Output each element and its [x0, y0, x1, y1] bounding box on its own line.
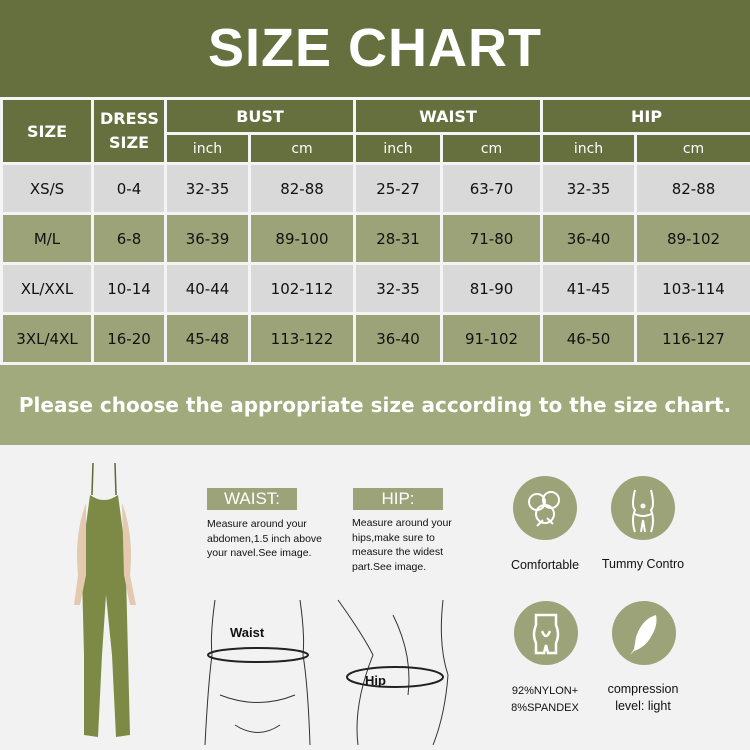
- header-hip: HIP: [540, 97, 750, 135]
- table-cell: 82-88: [248, 162, 356, 215]
- hip-instructions: Measure around your hips,make sure to me…: [352, 517, 452, 573]
- unit-header: cm: [634, 132, 750, 165]
- table-cell: 102-112: [248, 262, 356, 315]
- hip-label: HIP:: [353, 488, 443, 510]
- waist-diagram: Waist: [204, 599, 311, 745]
- table-cell: 6-8: [91, 212, 167, 265]
- waist-instructions: Measure around your abdomen,1.5 inch abo…: [207, 518, 323, 559]
- unit-header: cm: [439, 132, 544, 165]
- tummy-icon: [611, 476, 675, 540]
- table-cell: 36-40: [353, 312, 443, 365]
- table-cell: 16-20: [91, 312, 167, 365]
- unit-header: inch: [353, 132, 443, 165]
- table-cell: 36-39: [164, 212, 251, 265]
- table-cell: 46-50: [540, 312, 638, 365]
- table-cell: 32-35: [540, 162, 638, 215]
- cotton-icon: [513, 476, 577, 540]
- table-cell: 89-100: [248, 212, 356, 265]
- table-cell: 3XL/4XL: [0, 312, 94, 365]
- feature-caption: Comfortable: [510, 558, 580, 572]
- header-size: SIZE: [0, 97, 94, 165]
- feather-icon: [612, 601, 676, 665]
- table-cell: 103-114: [634, 262, 750, 315]
- table-row: 3XL/4XL 16-20 45-48 113-122 36-40 91-102 46-50…: [0, 312, 750, 365]
- unit-header: inch: [164, 132, 251, 165]
- hip-diagram-label: Hip: [365, 673, 386, 688]
- table-cell: 116-127: [634, 312, 750, 365]
- table-cell: 91-102: [439, 312, 544, 365]
- unit-header: cm: [248, 132, 356, 165]
- header-dress-size: DRESS SIZE: [91, 97, 167, 165]
- table-cell: 81-90: [439, 262, 544, 315]
- waist-diagram-label: Waist: [230, 625, 265, 640]
- table-cell: XL/XXL: [0, 262, 94, 315]
- table-cell: 0-4: [91, 162, 167, 215]
- table-cell: 82-88: [634, 162, 750, 215]
- table-cell: M/L: [0, 212, 94, 265]
- table-cell: 36-40: [540, 212, 638, 265]
- page-title: SIZE CHART: [0, 0, 750, 97]
- table-cell: 32-35: [353, 262, 443, 315]
- table-row: M/L 6-8 36-39 89-100 28-31 71-80 36-40 89-102: [0, 212, 750, 265]
- header-bust: BUST: [164, 97, 356, 135]
- table-row: XL/XXL 10-14 40-44 102-112 32-35 81-90 41-45 10…: [0, 262, 750, 315]
- hip-diagram: Hip: [337, 599, 449, 745]
- product-jumpsuit-image: [74, 462, 136, 737]
- waist-label: WAIST:: [207, 488, 297, 510]
- table-cell: 40-44: [164, 262, 251, 315]
- table-row: XS/S 0-4 32-35 82-88 25-27 63-70 32-35 82-88: [0, 162, 750, 215]
- header-waist: WAIST: [352, 97, 544, 135]
- table-cell: 71-80: [439, 212, 544, 265]
- table-cell: 10-14: [91, 262, 167, 315]
- table-cell: 63-70: [439, 162, 544, 215]
- shapewear-icon: [514, 601, 578, 665]
- feature-caption: Tummy Contro: [601, 557, 685, 571]
- table-cell: XS/S: [0, 162, 94, 215]
- instruction-banner: Please choose the appropriate size accor…: [0, 365, 750, 445]
- table-cell: 25-27: [353, 162, 443, 215]
- table-cell: 28-31: [353, 212, 443, 265]
- size-table: SIZE DRESS SIZE BUST WAIST HIP inch cm inc…: [0, 97, 750, 365]
- table-cell: 89-102: [634, 212, 750, 265]
- table-cell: 45-48: [164, 312, 251, 365]
- feature-caption: compression level: light: [607, 682, 679, 713]
- unit-header: inch: [540, 132, 638, 165]
- table-cell: 113-122: [248, 312, 356, 365]
- table-cell: 32-35: [164, 162, 251, 215]
- table-cell: 41-45: [540, 262, 638, 315]
- feature-caption: 92%NYLON+ 8%SPANDEX: [511, 685, 579, 714]
